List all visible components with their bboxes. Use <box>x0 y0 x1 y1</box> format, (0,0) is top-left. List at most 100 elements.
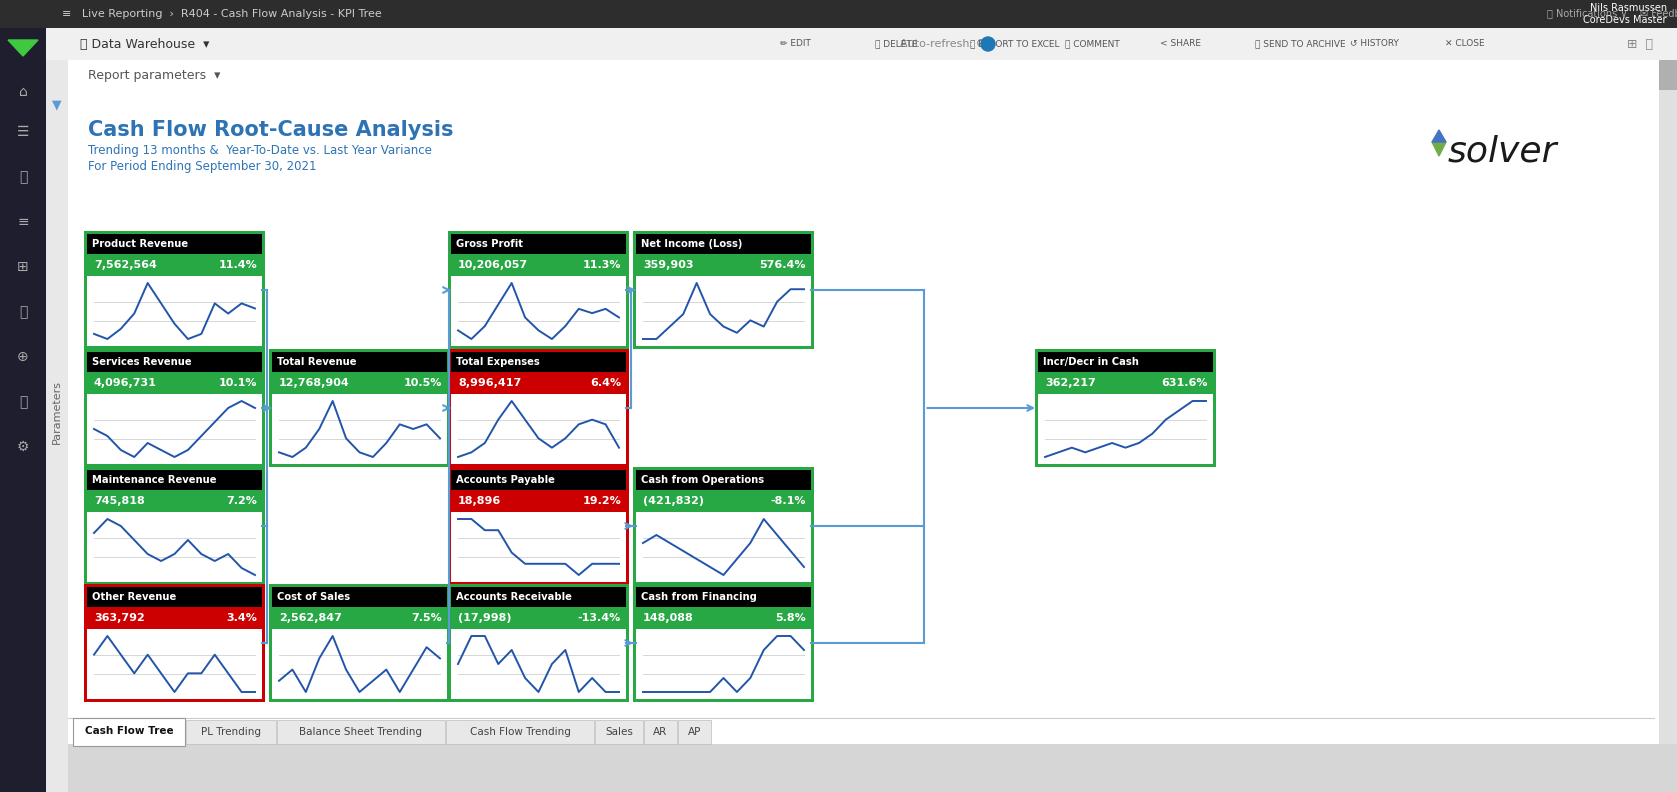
Bar <box>69 28 1659 60</box>
Text: -13.4%: -13.4% <box>579 613 620 623</box>
Text: Cash Flow Tree: Cash Flow Tree <box>84 726 173 736</box>
Bar <box>451 372 626 394</box>
Bar <box>69 60 1659 744</box>
Text: Total Revenue: Total Revenue <box>277 357 357 367</box>
Text: Gross Profit: Gross Profit <box>456 239 523 249</box>
Text: Net Income (Loss): Net Income (Loss) <box>641 239 743 249</box>
Text: Services Revenue: Services Revenue <box>92 357 191 367</box>
Bar <box>632 467 813 585</box>
Bar <box>0 28 45 792</box>
Text: ⚙: ⚙ <box>17 440 29 454</box>
Bar <box>272 372 448 394</box>
Text: (17,998): (17,998) <box>458 613 511 623</box>
Bar <box>87 512 262 582</box>
Text: 8,996,417: 8,996,417 <box>458 378 522 388</box>
Bar <box>87 587 262 607</box>
Text: 10,206,057: 10,206,057 <box>458 260 528 270</box>
Text: 🔔 Notifications ∨    ✉ Feedback    ? Help: 🔔 Notifications ∨ ✉ Feedback ? Help <box>1546 9 1677 19</box>
Bar <box>272 629 448 699</box>
Bar <box>1038 352 1212 372</box>
Bar <box>636 587 812 607</box>
Bar <box>636 607 812 629</box>
Text: ⊞  ⤡: ⊞ ⤡ <box>1627 37 1654 51</box>
Bar <box>87 276 262 346</box>
Bar <box>87 490 262 512</box>
Text: ⬜ EXPORT TO EXCEL: ⬜ EXPORT TO EXCEL <box>969 40 1060 48</box>
Bar <box>84 584 265 702</box>
Text: Maintenance Revenue: Maintenance Revenue <box>92 475 216 485</box>
Bar <box>636 629 812 699</box>
Bar <box>636 512 812 582</box>
Text: < SHARE: < SHARE <box>1160 40 1201 48</box>
Text: ⊕: ⊕ <box>17 350 29 364</box>
Bar <box>0 0 1677 28</box>
Bar <box>636 490 812 512</box>
Text: 18,896: 18,896 <box>458 496 501 506</box>
Text: 631.6%: 631.6% <box>1162 378 1207 388</box>
Bar <box>636 234 812 254</box>
Text: Accounts Payable: Accounts Payable <box>456 475 555 485</box>
Text: 👤: 👤 <box>18 305 27 319</box>
Bar <box>451 394 626 464</box>
Text: 4,096,731: 4,096,731 <box>94 378 158 388</box>
Text: 📊: 📊 <box>18 170 27 184</box>
Bar <box>451 490 626 512</box>
Text: AR: AR <box>654 727 667 737</box>
Bar <box>87 607 262 629</box>
Bar <box>636 470 812 490</box>
Text: Nils Rasmussen
CoreDevs Master: Nils Rasmussen CoreDevs Master <box>1583 3 1667 25</box>
Text: 12,768,904: 12,768,904 <box>278 378 350 388</box>
Text: 6.4%: 6.4% <box>590 378 620 388</box>
Polygon shape <box>1432 142 1446 156</box>
Text: ✕ CLOSE: ✕ CLOSE <box>1446 40 1484 48</box>
Bar <box>272 352 448 372</box>
Bar <box>451 470 626 490</box>
Bar <box>448 349 629 467</box>
Bar <box>448 467 629 585</box>
Bar <box>1038 394 1212 464</box>
Bar <box>632 584 813 702</box>
Text: Incr/Decr in Cash: Incr/Decr in Cash <box>1043 357 1139 367</box>
Text: 363,792: 363,792 <box>94 613 144 623</box>
Bar <box>272 394 448 464</box>
Text: Cash from Operations: Cash from Operations <box>641 475 765 485</box>
Text: 11.3%: 11.3% <box>582 260 620 270</box>
Text: ✏ EDIT: ✏ EDIT <box>780 40 812 48</box>
Text: 10.1%: 10.1% <box>218 378 257 388</box>
Bar <box>595 720 642 744</box>
Text: Parameters: Parameters <box>52 380 62 444</box>
Bar <box>632 231 813 349</box>
Bar <box>84 231 265 349</box>
Bar <box>268 584 449 702</box>
Text: ⌂: ⌂ <box>18 85 27 99</box>
Text: 💬 COMMENT: 💬 COMMENT <box>1065 40 1120 48</box>
Text: 7.2%: 7.2% <box>226 496 257 506</box>
Text: 10.5%: 10.5% <box>404 378 443 388</box>
Bar <box>84 349 265 467</box>
Text: ≡: ≡ <box>17 215 29 229</box>
Text: Cash Flow Trending: Cash Flow Trending <box>470 727 570 737</box>
Text: Product Revenue: Product Revenue <box>92 239 188 249</box>
Bar <box>636 254 812 276</box>
Polygon shape <box>8 40 39 56</box>
Bar <box>1659 60 1677 90</box>
Text: Report parameters  ▾: Report parameters ▾ <box>87 68 220 82</box>
Text: ▼: ▼ <box>52 98 62 112</box>
Bar <box>451 352 626 372</box>
Bar <box>74 718 184 746</box>
Text: 745,818: 745,818 <box>94 496 144 506</box>
Bar <box>87 629 262 699</box>
Text: ≡   Live Reporting  ›  R404 - Cash Flow Analysis - KPI Tree: ≡ Live Reporting › R404 - Cash Flow Anal… <box>62 9 382 19</box>
Bar <box>446 720 594 744</box>
Text: (421,832): (421,832) <box>642 496 704 506</box>
Text: Cash Flow Root-Cause Analysis: Cash Flow Root-Cause Analysis <box>87 120 453 140</box>
Text: ☰: ☰ <box>17 125 29 139</box>
Text: 2,562,847: 2,562,847 <box>278 613 342 623</box>
Bar <box>272 607 448 629</box>
Bar <box>451 234 626 254</box>
Bar <box>268 349 449 467</box>
Text: 19.2%: 19.2% <box>582 496 620 506</box>
Text: Sales: Sales <box>605 727 632 737</box>
Bar <box>87 372 262 394</box>
Bar <box>448 231 629 349</box>
